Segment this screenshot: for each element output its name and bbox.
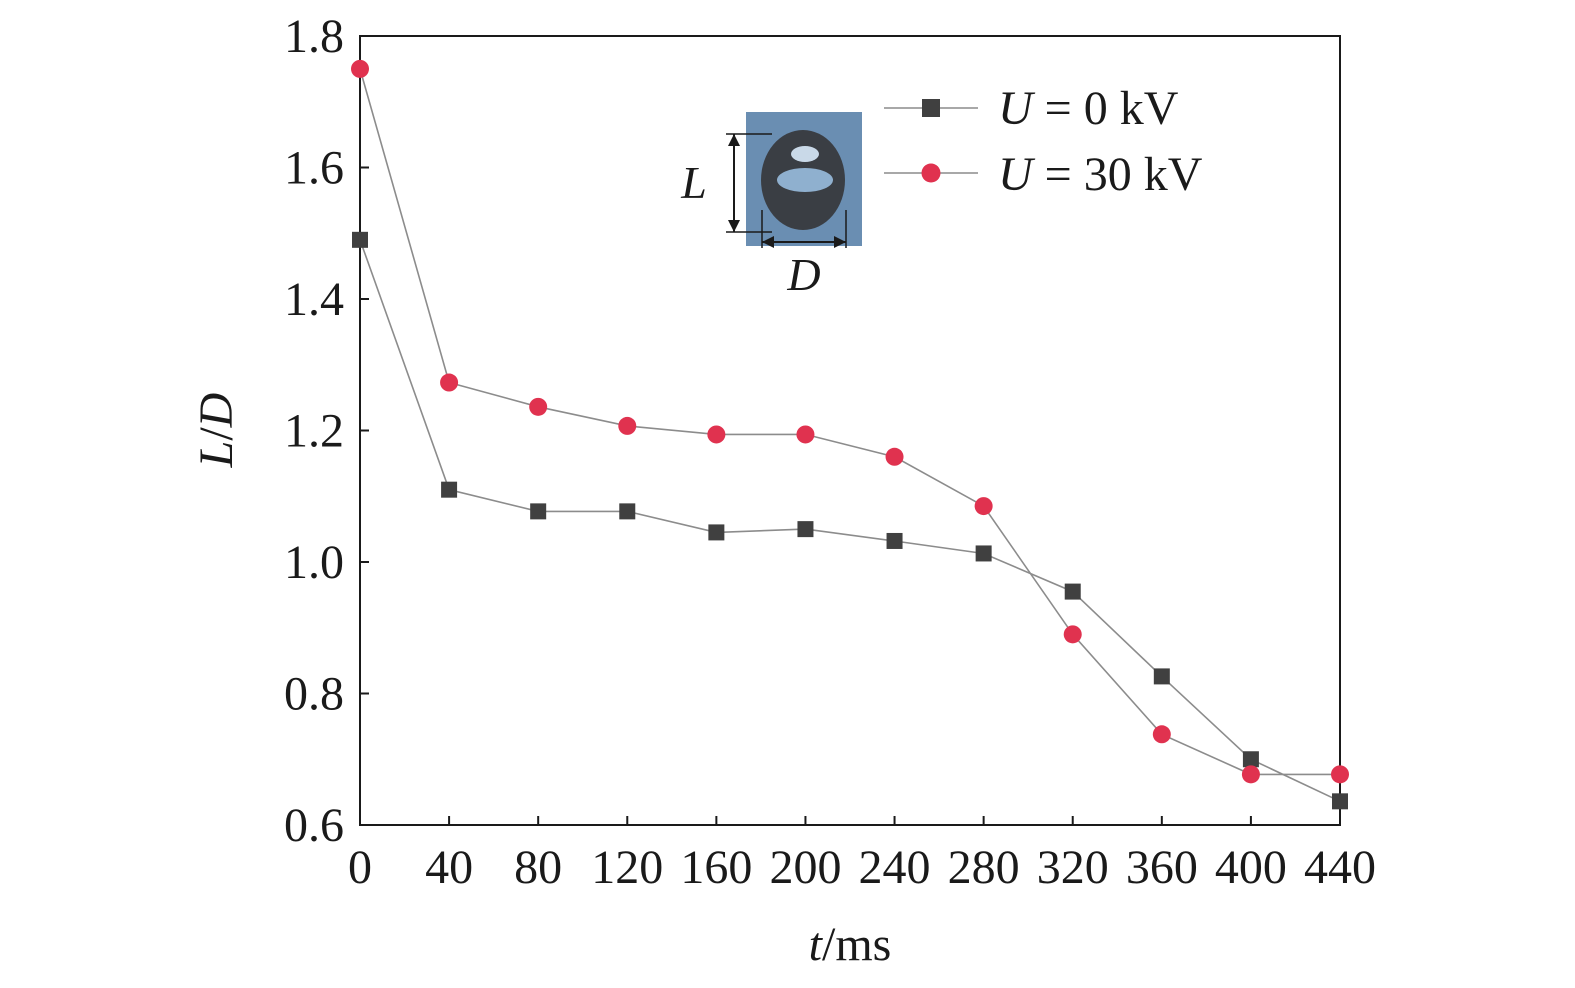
y-tick-label: 0.6 <box>284 799 344 852</box>
x-tick-label: 0 <box>348 841 372 894</box>
x-tick-label: 200 <box>769 841 841 894</box>
y-tick-label: 1.0 <box>284 536 344 589</box>
series-0-point <box>1153 668 1170 685</box>
legend-label-1-var: U <box>998 148 1036 201</box>
series-0-point <box>352 231 368 248</box>
series-1-point <box>1063 625 1082 644</box>
series-layer <box>351 59 1349 810</box>
y-tick-label: 1.6 <box>284 142 344 195</box>
length-arrow-top <box>728 134 740 146</box>
x-tick-label: 80 <box>514 841 562 894</box>
legend-label-0-var: U <box>998 82 1036 135</box>
x-axis-title: t/ms <box>809 918 892 971</box>
y-axis: 0.6 0.8 1.0 1.2 1.4 1.6 1.8 <box>284 10 369 852</box>
x-axis: 0 40 80 120 160 200 240 280 320 360 400 440 <box>348 816 1376 894</box>
droplet-inset: L D <box>680 112 862 300</box>
series-1-point <box>440 373 459 392</box>
x-tick-label: 240 <box>859 841 931 894</box>
x-tick-label: 320 <box>1037 841 1109 894</box>
x-tick-label: 280 <box>948 841 1020 894</box>
series-0-point <box>441 481 458 498</box>
legend-marker-square <box>922 99 940 117</box>
diameter-arrow-right <box>834 236 846 248</box>
x-axis-title-unit: /ms <box>822 918 891 971</box>
legend-marker-circle <box>921 163 941 183</box>
series-1-point <box>1331 765 1349 784</box>
series-0-point <box>1242 751 1259 768</box>
series-0-point <box>1064 583 1081 600</box>
x-tick-label: 440 <box>1304 841 1376 894</box>
x-tick-label: 160 <box>680 841 752 894</box>
y-axis-title: L/D <box>190 393 243 469</box>
series-0-point <box>1332 793 1348 810</box>
series-1-point <box>1241 765 1260 784</box>
x-tick-label: 120 <box>591 841 663 894</box>
y-tick-label: 1.4 <box>284 273 344 326</box>
series-1-point <box>1152 725 1171 744</box>
series-line-0 <box>359 239 1341 803</box>
inset-diameter-label: D <box>786 249 820 300</box>
series-1-point <box>885 447 904 466</box>
legend-entry-0: U = 0 kV <box>884 82 1179 135</box>
series-line-1 <box>359 68 1340 776</box>
legend-entry-1: U = 30 kV <box>884 148 1203 201</box>
series-0-point <box>797 521 814 538</box>
x-tick-label: 40 <box>425 841 473 894</box>
x-tick-label: 400 <box>1215 841 1287 894</box>
inset-length-label: L <box>680 157 707 208</box>
series-1-point <box>974 497 993 516</box>
y-axis-title-numerator: L <box>190 441 243 469</box>
diameter-arrow-left <box>762 236 774 248</box>
series-1-point <box>351 59 369 78</box>
y-tick-label: 0.8 <box>284 668 344 721</box>
series-0-point <box>619 503 636 520</box>
length-arrow-bottom <box>728 220 740 232</box>
droplet-top-shine <box>791 146 819 162</box>
legend-label-0-value: = 0 kV <box>1033 82 1179 135</box>
legend-label-1-value: = 30 kV <box>1033 148 1203 201</box>
y-tick-label: 1.8 <box>284 10 344 63</box>
x-axis-title-variable: t <box>809 918 824 971</box>
series-1-point <box>529 397 548 416</box>
series-1-point <box>707 425 726 444</box>
legend: U = 0 kV U = 30 kV <box>884 82 1203 201</box>
series-0-point <box>530 503 547 520</box>
series-1-point <box>796 425 815 444</box>
y-axis-title-separator: / <box>190 427 243 441</box>
series-0-point <box>975 545 992 562</box>
y-axis-title-denominator: D <box>190 393 243 429</box>
legend-label-1: U = 30 kV <box>998 148 1203 201</box>
series-0-point <box>708 524 725 541</box>
series-1-point <box>618 416 637 435</box>
x-tick-label: 360 <box>1126 841 1198 894</box>
series-0-point <box>886 532 903 549</box>
y-tick-label: 1.2 <box>284 405 344 458</box>
legend-label-0: U = 0 kV <box>998 82 1179 135</box>
droplet-highlight <box>777 168 833 192</box>
